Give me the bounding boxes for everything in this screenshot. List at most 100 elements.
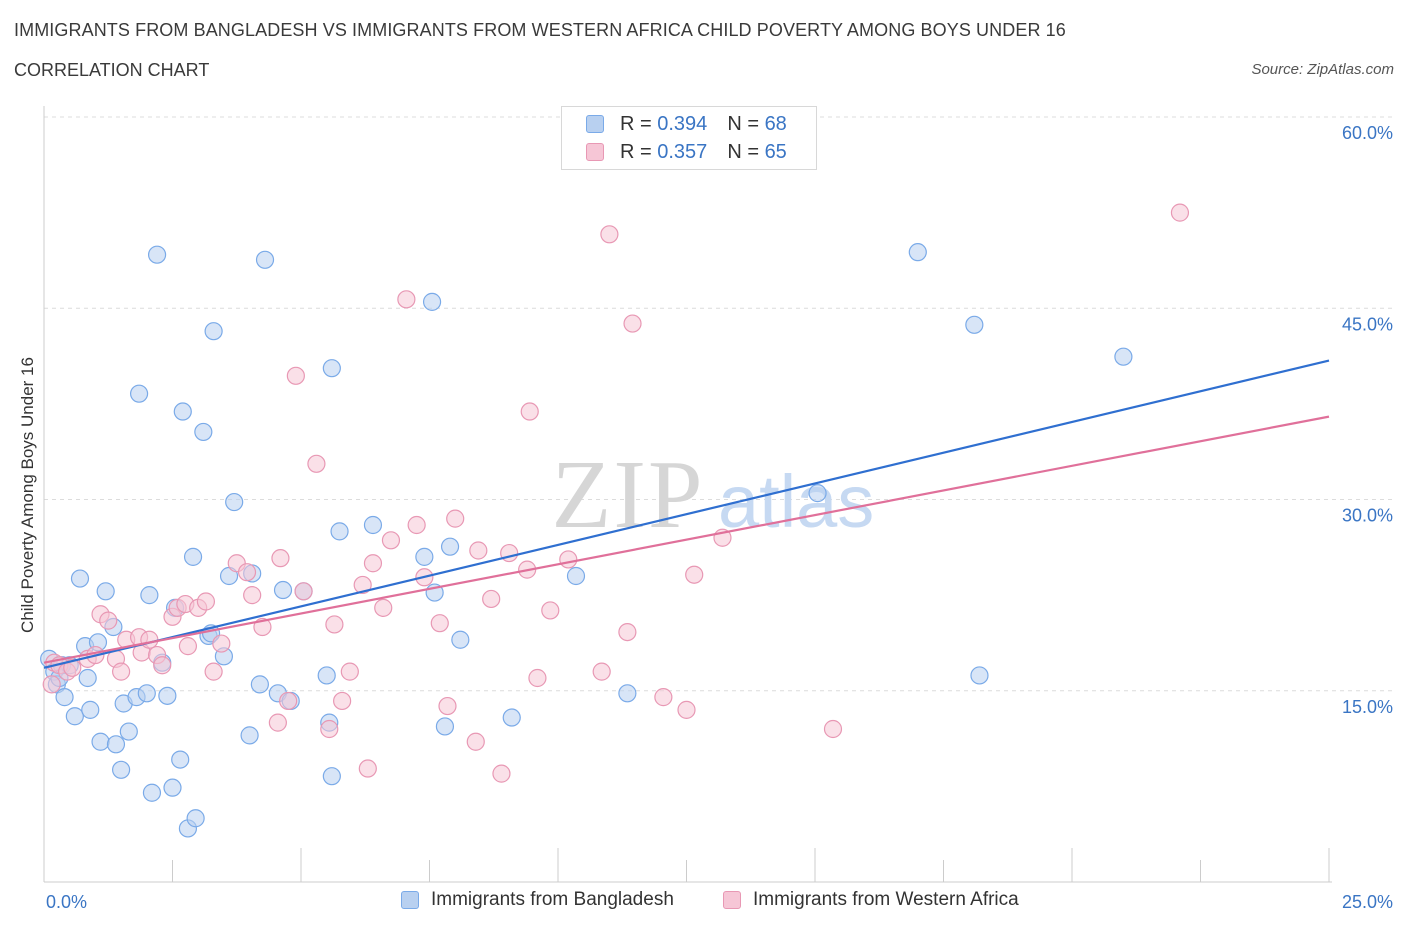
data-point bbox=[204, 662, 223, 681]
data-point bbox=[566, 566, 586, 586]
data-point bbox=[81, 700, 100, 719]
data-point bbox=[307, 454, 326, 473]
data-point bbox=[502, 708, 521, 727]
data-point bbox=[322, 359, 341, 378]
data-point bbox=[212, 634, 231, 653]
data-point bbox=[106, 735, 126, 754]
legend-item-bangladesh[interactable]: Immigrants from Bangladesh bbox=[401, 889, 674, 911]
data-point bbox=[55, 688, 74, 707]
legend-n-value: 68 bbox=[764, 112, 787, 135]
legend-r-value: 0.394 bbox=[657, 112, 708, 135]
data-point bbox=[178, 637, 198, 656]
data-point bbox=[250, 675, 269, 694]
legend-n-value: 65 bbox=[764, 140, 787, 163]
data-point bbox=[1114, 347, 1133, 366]
legend-row-bangladesh: R = 0.394 N = 68 bbox=[586, 112, 787, 136]
data-point bbox=[119, 722, 138, 741]
data-point bbox=[451, 630, 470, 649]
data-point bbox=[129, 384, 149, 403]
legend-n-label: N = bbox=[727, 112, 759, 135]
data-point bbox=[528, 668, 547, 688]
data-point bbox=[268, 713, 287, 732]
data-point bbox=[363, 515, 383, 535]
data-point bbox=[1170, 203, 1190, 222]
data-point bbox=[70, 569, 90, 588]
data-point bbox=[340, 662, 359, 681]
data-point bbox=[65, 707, 84, 726]
data-point bbox=[78, 668, 97, 688]
legend-r-value: 0.357 bbox=[657, 140, 708, 163]
grid-lines bbox=[44, 116, 1395, 692]
data-point bbox=[142, 783, 162, 802]
data-point bbox=[623, 314, 642, 333]
data-point bbox=[353, 575, 372, 595]
data-point bbox=[271, 549, 290, 568]
data-point bbox=[183, 547, 203, 566]
legend-r-label: R = bbox=[620, 112, 652, 135]
data-point bbox=[618, 622, 637, 642]
data-point bbox=[600, 225, 619, 244]
legend-label-western-africa: Immigrants from Western Africa bbox=[753, 889, 1019, 910]
y-tick-label: 45.0% bbox=[1342, 314, 1393, 334]
data-point bbox=[374, 598, 393, 617]
legend-r-label: R = bbox=[620, 140, 652, 163]
data-point bbox=[965, 315, 984, 334]
data-point bbox=[435, 717, 455, 736]
data-point bbox=[685, 565, 704, 584]
stats-legend: R = 0.394 N = 68 R = 0.357 N = 65 bbox=[561, 106, 817, 170]
series-legend: Immigrants from Bangladesh Immigrants fr… bbox=[0, 889, 1406, 915]
axes bbox=[43, 106, 1332, 883]
data-point bbox=[823, 719, 843, 739]
legend-swatch-bangladesh bbox=[586, 115, 604, 133]
x-tick-label: 25.0% bbox=[1342, 892, 1393, 912]
data-point bbox=[63, 658, 82, 677]
y-tick-label: 15.0% bbox=[1342, 697, 1393, 717]
source-credit: Source: ZipAtlas.com bbox=[1251, 61, 1394, 78]
data-point bbox=[279, 691, 298, 711]
data-point bbox=[140, 586, 159, 605]
legend-label-bangladesh: Immigrants from Bangladesh bbox=[431, 889, 674, 910]
data-point bbox=[466, 732, 485, 751]
data-point bbox=[111, 760, 131, 779]
data-point bbox=[363, 554, 383, 573]
data-point bbox=[520, 402, 539, 421]
data-point bbox=[446, 509, 465, 528]
legend-row-western-africa: R = 0.357 N = 65 bbox=[586, 140, 787, 164]
data-point bbox=[194, 422, 213, 442]
data-point bbox=[140, 630, 159, 649]
data-point bbox=[482, 589, 501, 609]
data-point bbox=[333, 691, 352, 711]
data-point bbox=[541, 601, 560, 620]
data-point bbox=[492, 764, 511, 783]
data-point bbox=[91, 732, 110, 751]
watermark-zip: ZIP bbox=[552, 441, 705, 549]
y-tick-label: 30.0% bbox=[1342, 506, 1393, 526]
data-point bbox=[158, 686, 177, 705]
data-point bbox=[440, 537, 460, 556]
legend-n-label: N = bbox=[727, 140, 759, 163]
data-point bbox=[808, 484, 827, 503]
data-point bbox=[320, 719, 339, 739]
data-point bbox=[173, 402, 192, 421]
data-point bbox=[237, 563, 257, 582]
legend-swatch-western-africa bbox=[586, 143, 604, 161]
legend-item-western-africa[interactable]: Immigrants from Western Africa bbox=[723, 889, 1019, 911]
data-point bbox=[163, 778, 182, 797]
data-point bbox=[42, 675, 61, 694]
data-point bbox=[358, 759, 377, 778]
data-point bbox=[240, 726, 259, 745]
data-point bbox=[618, 684, 637, 703]
data-point bbox=[415, 547, 434, 566]
chart-subtitle: CORRELATION CHART bbox=[14, 60, 210, 80]
data-point bbox=[325, 615, 344, 634]
legend-swatch-western-africa bbox=[723, 891, 741, 909]
data-point bbox=[381, 531, 401, 550]
data-point bbox=[407, 515, 426, 535]
data-point bbox=[317, 666, 336, 685]
legend-swatch-bangladesh bbox=[401, 891, 419, 909]
data-point bbox=[99, 611, 118, 630]
data-point bbox=[970, 666, 989, 685]
data-point bbox=[153, 656, 172, 675]
data-point bbox=[273, 580, 293, 600]
